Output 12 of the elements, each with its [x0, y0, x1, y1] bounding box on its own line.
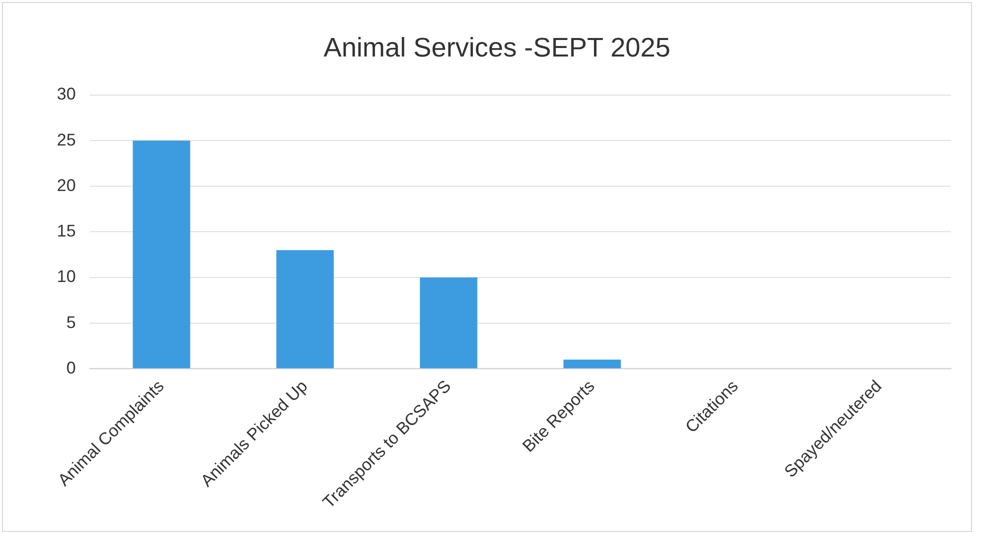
y-tick-label: 0 — [66, 358, 76, 378]
bar — [563, 360, 621, 368]
bar — [276, 250, 334, 368]
bar — [420, 277, 478, 368]
y-tick-label: 15 — [56, 222, 76, 241]
y-tick-label: 25 — [56, 130, 76, 150]
y-tick-label: 10 — [56, 267, 76, 286]
bar — [132, 140, 190, 368]
y-tick-label: 30 — [56, 84, 76, 104]
y-tick-label: 5 — [66, 312, 76, 332]
chart-title: Animal Services -SEPT 2025 — [324, 32, 670, 62]
y-tick-label: 20 — [56, 176, 76, 195]
